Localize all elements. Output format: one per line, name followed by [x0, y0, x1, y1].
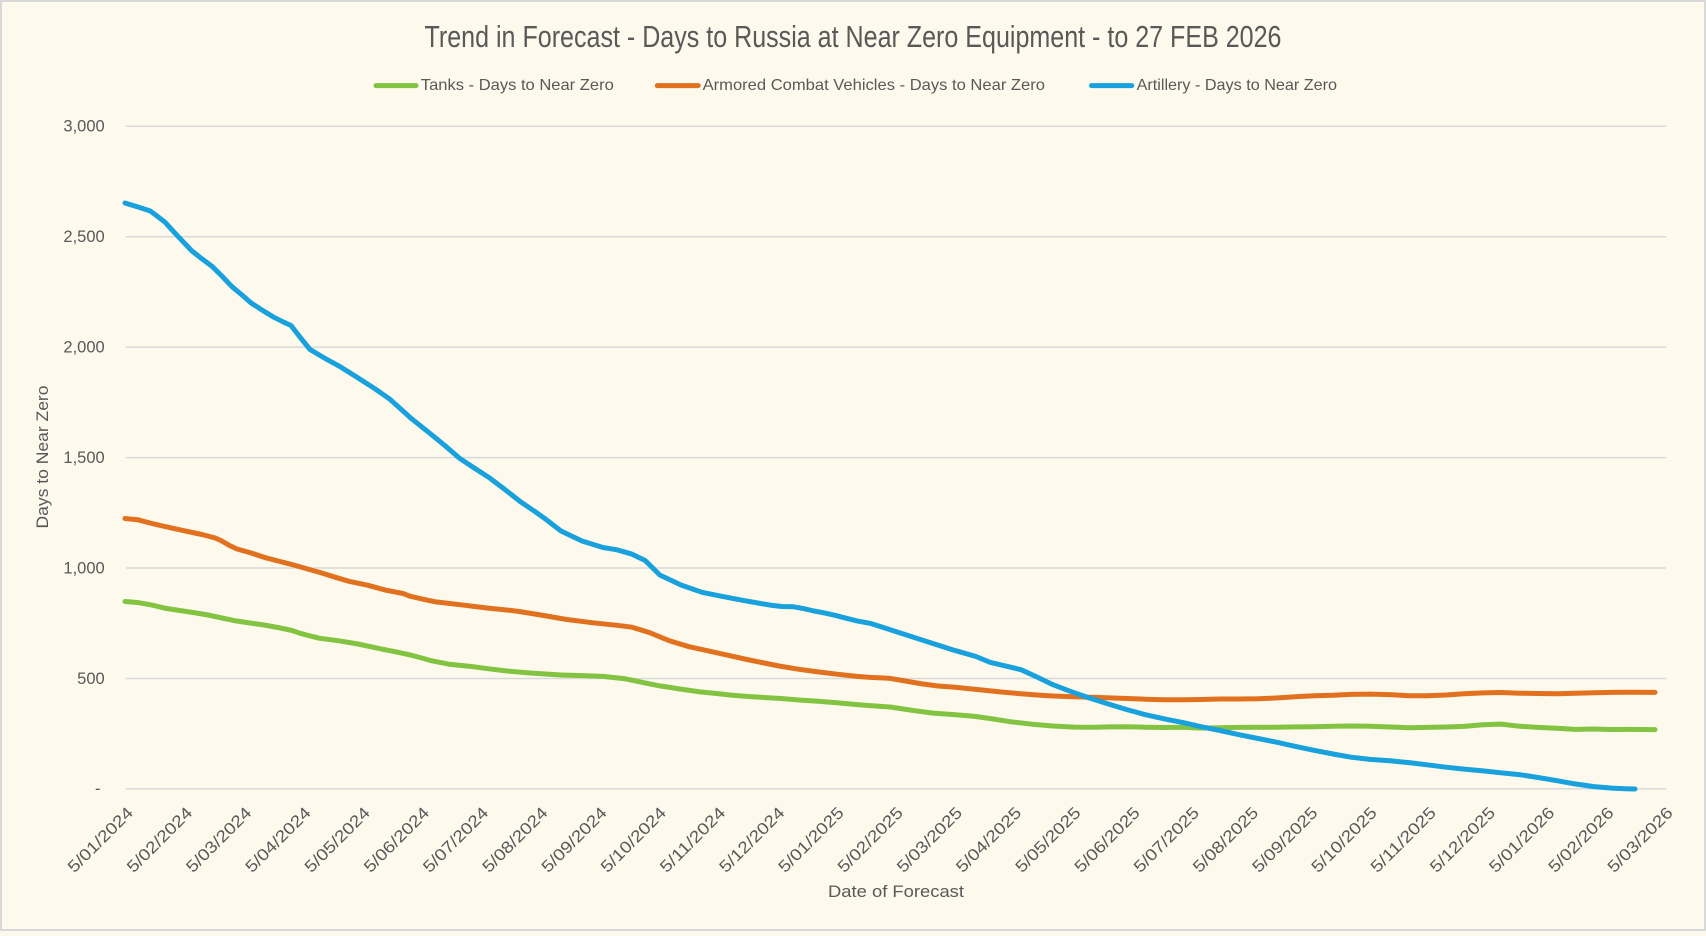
svg-text:Artillery - Days to Near Zero: Artillery - Days to Near Zero: [1137, 77, 1338, 94]
svg-text:Trend in Forecast - Days to Ru: Trend in Forecast - Days to Russia at Ne…: [425, 19, 1282, 54]
svg-text:3,000: 3,000: [63, 118, 104, 136]
svg-text:-: -: [95, 780, 101, 798]
svg-text:1,500: 1,500: [63, 449, 104, 467]
svg-text:2,500: 2,500: [63, 228, 104, 246]
svg-text:Days to Near Zero: Days to Near Zero: [34, 386, 52, 529]
svg-text:Tanks - Days to Near Zero: Tanks - Days to Near Zero: [421, 77, 614, 94]
svg-text:Armored Combat Vehicles - Days: Armored Combat Vehicles - Days to Near Z…: [703, 77, 1045, 94]
svg-text:Date of Forecast: Date of Forecast: [828, 883, 964, 901]
svg-text:1,000: 1,000: [63, 559, 104, 577]
svg-text:2,000: 2,000: [63, 338, 104, 356]
svg-text:500: 500: [77, 670, 105, 688]
